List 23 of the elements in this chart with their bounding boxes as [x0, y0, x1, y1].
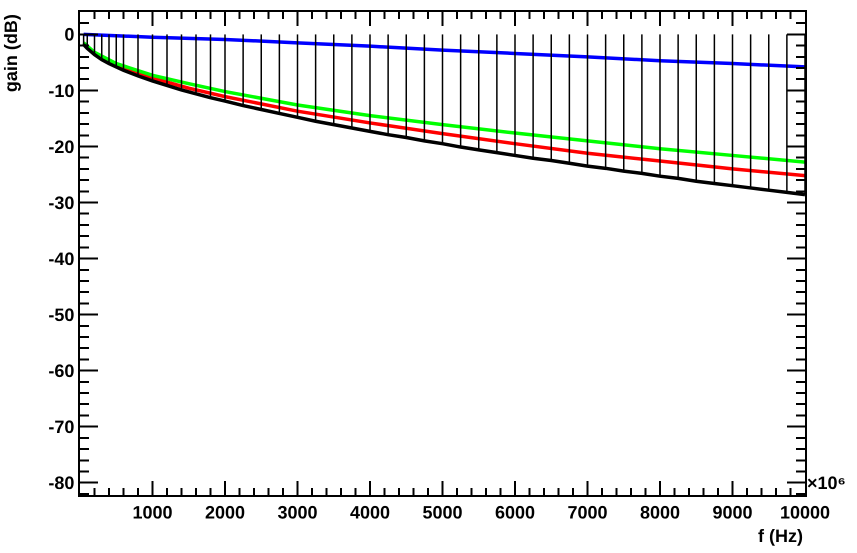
x-tick-label: 8000 — [640, 502, 680, 523]
line-series — [82, 32, 805, 69]
x-tick-label: 9000 — [712, 502, 753, 523]
y-tick-label: -80 — [48, 472, 74, 493]
text: ×10⁶ — [807, 473, 846, 493]
y-tick-label: -30 — [48, 192, 74, 213]
y-tick-label: -10 — [48, 80, 74, 101]
x-tick-label: 3000 — [277, 502, 318, 523]
x-tick-label: 6000 — [494, 502, 536, 523]
x-axis-title: f (Hz) — [758, 526, 803, 546]
y-tick-label: -20 — [48, 136, 74, 157]
x-tick-label: 2000 — [204, 502, 246, 523]
y-tick-label: -50 — [48, 304, 74, 325]
y-axis-title: gain (dB) — [1, 14, 22, 92]
x-tick-label: 1000 — [132, 502, 173, 523]
y-tick-label: -70 — [48, 416, 74, 437]
x-tick-label: 7000 — [567, 502, 608, 523]
x-tick-label: 10000 — [780, 502, 830, 523]
x-tick-label: 5000 — [422, 502, 463, 523]
x-tick-label: 4000 — [350, 502, 390, 523]
y-tick-label: 0 — [64, 24, 74, 45]
y-tick-label: -40 — [48, 248, 74, 269]
y-tick-label: -60 — [48, 360, 74, 381]
